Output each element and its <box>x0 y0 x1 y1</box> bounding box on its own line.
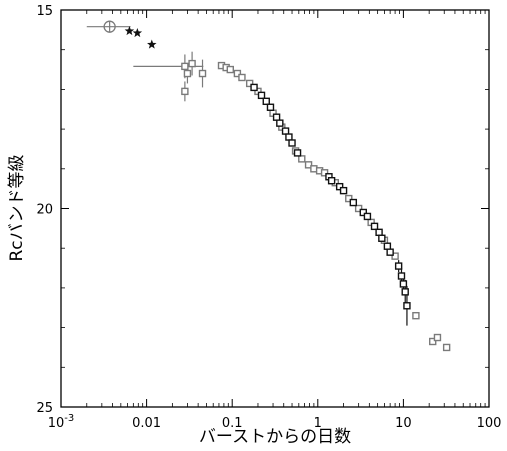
data-markers <box>103 20 451 352</box>
x-tick-label: 1 <box>314 416 322 431</box>
x-axis-title: バーストからの日数 <box>199 427 351 447</box>
square-marker <box>272 113 281 121</box>
square-marker <box>363 212 372 221</box>
square-marker <box>233 69 242 78</box>
square-marker <box>383 242 392 250</box>
square-marker <box>429 337 437 346</box>
x-tick-label: 0.1 <box>222 416 243 431</box>
square-marker <box>262 97 270 106</box>
square-marker <box>386 248 394 256</box>
square-marker <box>226 65 234 74</box>
x-tick-label: 10-3 <box>48 413 75 431</box>
square-marker <box>345 194 353 203</box>
square-marker <box>198 69 207 78</box>
square-marker <box>266 103 275 111</box>
square-marker <box>293 149 302 157</box>
square-marker <box>250 83 258 92</box>
square-marker <box>349 198 358 207</box>
star-marker <box>147 39 157 49</box>
star-marker <box>132 28 143 38</box>
square-marker <box>281 127 290 135</box>
square-marker <box>401 288 409 296</box>
square-marker <box>181 62 189 71</box>
square-marker <box>304 161 313 169</box>
square-marker <box>378 234 386 242</box>
square-marker <box>394 262 403 270</box>
square-marker <box>433 333 442 342</box>
plot-frame <box>60 9 490 408</box>
square-marker <box>183 69 192 78</box>
y-axis-title: Rcバンド等級 <box>7 154 27 261</box>
square-marker <box>354 204 363 213</box>
square-marker <box>403 302 411 310</box>
square-marker <box>188 59 196 68</box>
square-marker <box>339 186 348 195</box>
error-bars <box>86 26 408 326</box>
square-marker <box>442 343 451 352</box>
x-tick-label: 100 <box>477 416 502 431</box>
x-tick-label-base: 10 <box>48 416 65 431</box>
square-marker <box>238 73 246 82</box>
square-marker <box>391 252 399 260</box>
y-tick-label: 25 <box>36 401 53 416</box>
square-marker <box>288 139 296 147</box>
square-marker <box>257 91 266 100</box>
square-marker <box>397 272 406 280</box>
square-marker <box>335 182 344 191</box>
square-marker <box>298 155 306 163</box>
x-tick-label-exponent: -3 <box>64 413 74 424</box>
star-marker <box>124 26 135 36</box>
square-marker <box>320 169 329 177</box>
square-marker <box>399 280 408 288</box>
square-marker <box>412 311 420 320</box>
y-tick-label: 20 <box>36 203 53 218</box>
x-tick-label: 0.01 <box>132 416 161 431</box>
square-marker <box>359 208 367 217</box>
square-marker <box>285 133 293 141</box>
square-marker <box>276 119 284 127</box>
square-marker <box>370 222 379 231</box>
square-marker <box>375 228 383 237</box>
x-tick-label: 10 <box>395 416 412 431</box>
square-marker <box>245 79 254 88</box>
square-marker <box>181 87 189 96</box>
square-marker <box>327 177 336 185</box>
y-tick-label: 15 <box>36 4 53 19</box>
